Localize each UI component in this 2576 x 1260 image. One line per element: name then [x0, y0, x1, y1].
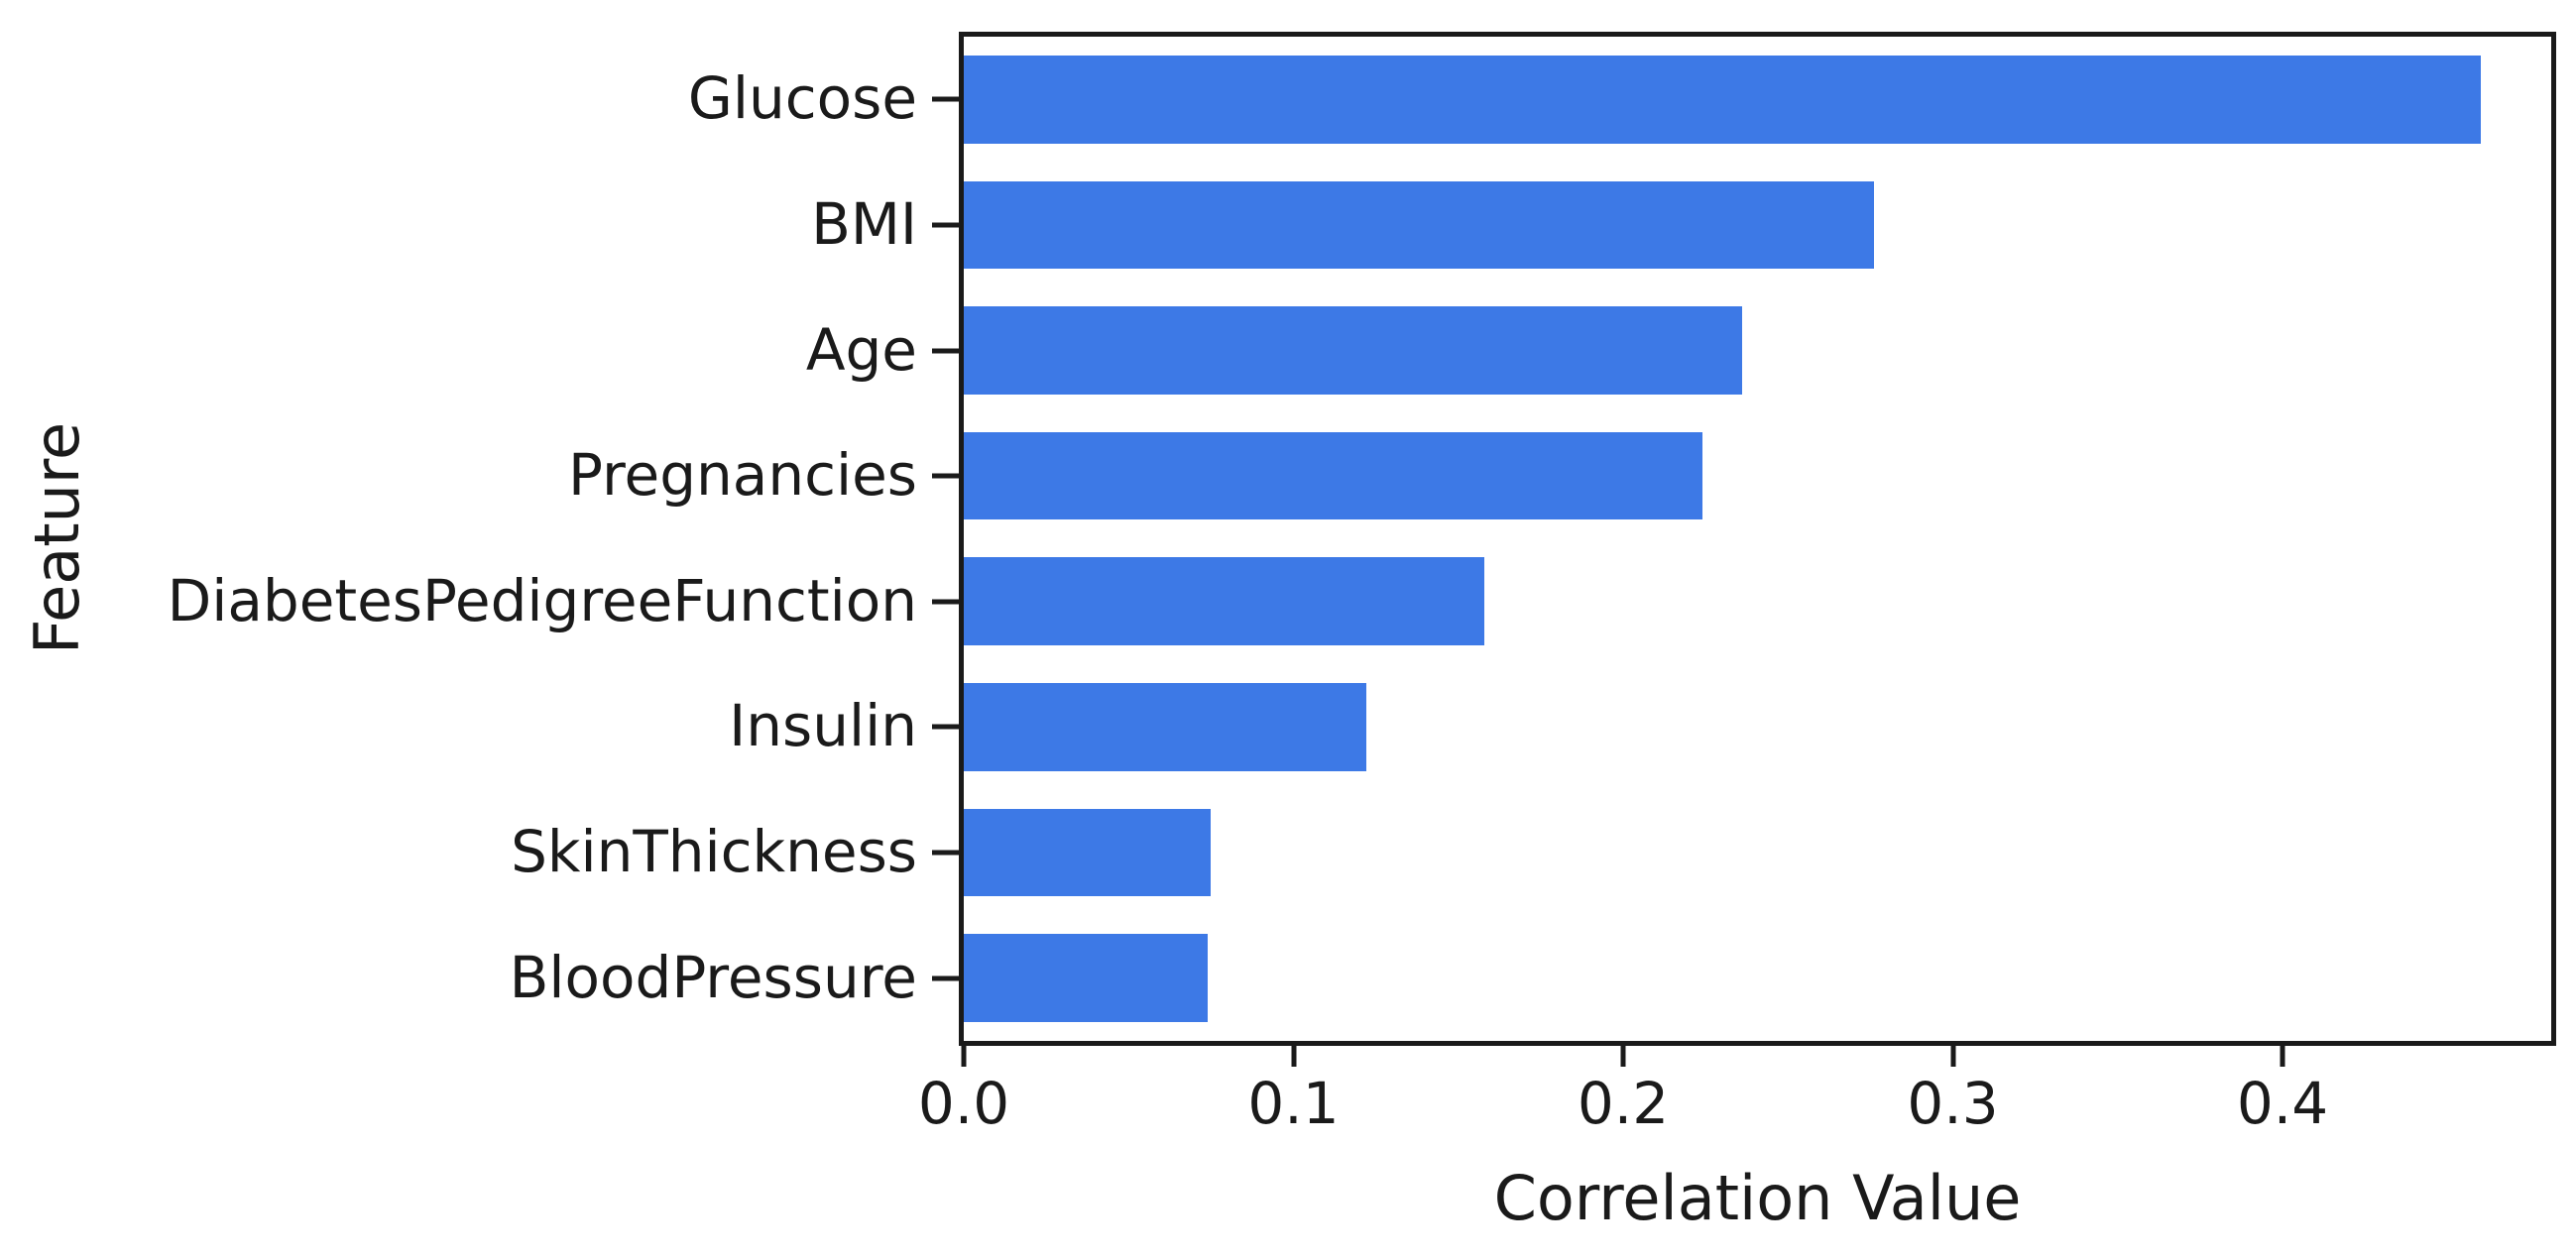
y-tick-label-age: Age — [805, 315, 917, 384]
plot-area — [959, 32, 2556, 1046]
x-tick-mark — [961, 1041, 967, 1067]
bar-glucose — [964, 55, 2481, 144]
x-tick-label-0.0: 0.0 — [917, 1070, 1010, 1137]
y-axis-ticks — [932, 37, 959, 1041]
y-tick-mark — [932, 975, 959, 981]
bar-pregnancies — [964, 431, 1702, 520]
x-tick-label-0.4: 0.4 — [2236, 1070, 2329, 1137]
y-tick-mark — [932, 96, 959, 102]
x-tick-mark — [1620, 1041, 1626, 1067]
y-tick-label-skinthickness: SkinThickness — [511, 818, 917, 886]
x-tick-mark — [1950, 1041, 1955, 1067]
y-tick-labels: Glucose BMI Age Pregnancies DiabetesPedigree… — [0, 37, 917, 1041]
x-axis-ticks — [961, 1041, 2551, 1067]
x-axis-label: Correlation Value — [1493, 1162, 2022, 1234]
bar-diabetespedigreefunction — [964, 557, 1485, 646]
y-tick-mark — [932, 599, 959, 605]
bar-bmi — [964, 180, 1874, 270]
y-tick-mark — [932, 724, 959, 730]
x-tick-label-0.2: 0.2 — [1577, 1070, 1670, 1137]
y-tick-mark — [932, 222, 959, 228]
x-tick-label-0.1: 0.1 — [1247, 1070, 1340, 1137]
bar-age — [964, 306, 1742, 395]
y-tick-label-glucose: Glucose — [687, 64, 917, 133]
x-tick-labels: 0.0 0.1 0.2 0.3 0.4 — [918, 1070, 2551, 1142]
y-tick-mark — [932, 348, 959, 354]
y-tick-label-pregnancies: Pregnancies — [568, 441, 917, 510]
y-tick-mark — [932, 473, 959, 479]
x-tick-mark — [1291, 1041, 1296, 1067]
y-tick-label-bloodpressure: BloodPressure — [509, 943, 917, 1011]
x-tick-mark — [2280, 1041, 2285, 1067]
y-tick-mark — [932, 850, 959, 856]
y-tick-label-insulin: Insulin — [729, 692, 917, 760]
bar-bloodpressure — [964, 934, 1209, 1022]
y-tick-label-bmi: BMI — [811, 190, 917, 259]
bar-skinthickness — [964, 808, 1212, 897]
bar-insulin — [964, 683, 1366, 771]
x-tick-label-0.3: 0.3 — [1907, 1070, 1999, 1137]
y-tick-label-diabetespedigreefunction: DiabetesPedigreeFunction — [167, 566, 917, 634]
